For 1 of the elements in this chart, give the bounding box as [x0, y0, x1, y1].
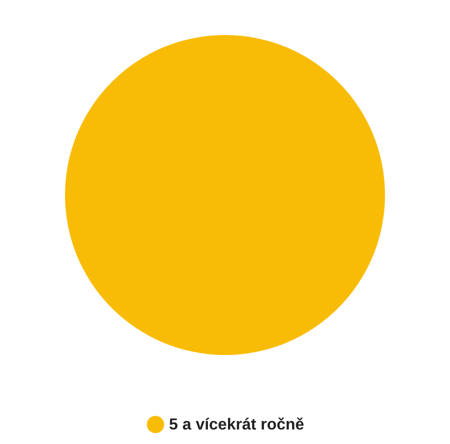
legend-label: 5 a vícekrát ročně — [169, 416, 304, 434]
